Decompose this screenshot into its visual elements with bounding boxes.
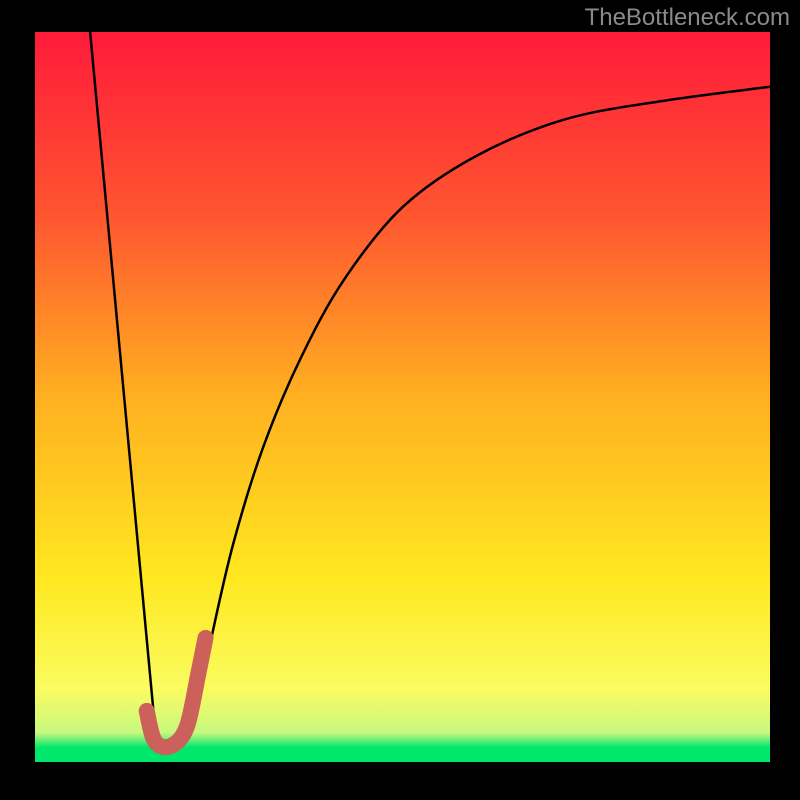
curve-asymptotic-curve xyxy=(193,87,770,729)
watermark-text: TheBottleneck.com xyxy=(585,4,790,32)
curves-svg xyxy=(35,32,770,762)
curve-j-connector xyxy=(147,638,206,747)
chart-container: TheBottleneck.com xyxy=(0,0,800,800)
curve-left-slope xyxy=(90,32,156,742)
plot-area xyxy=(35,32,770,762)
